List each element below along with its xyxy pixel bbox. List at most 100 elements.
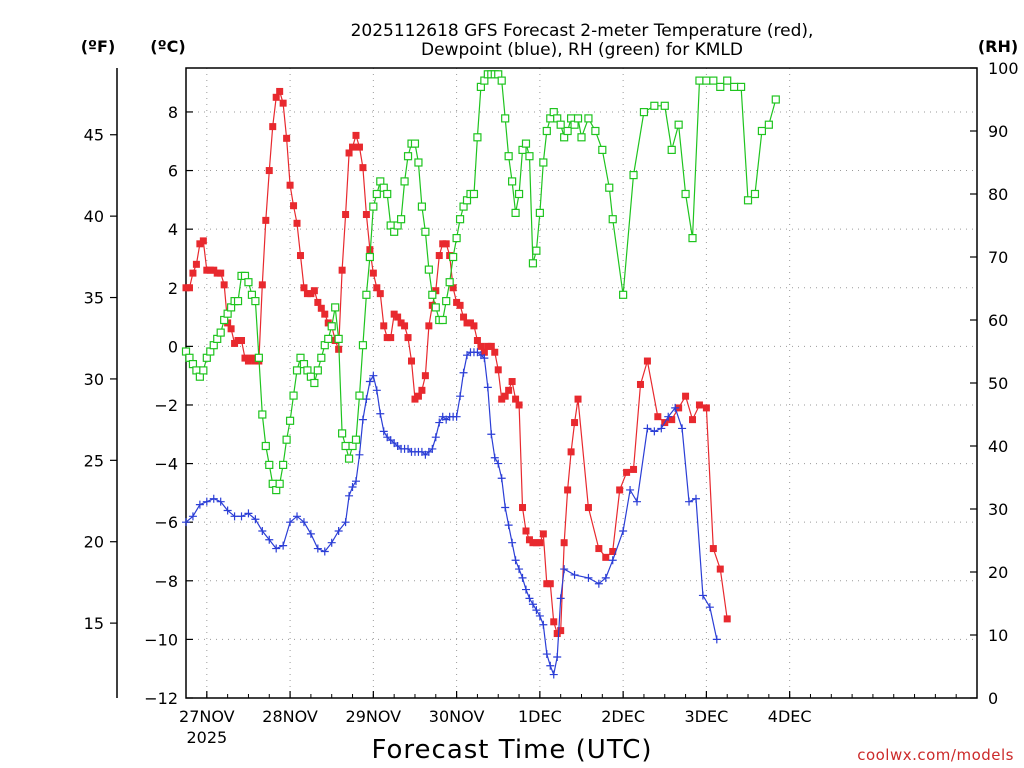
rh-point — [730, 82, 739, 92]
rh-point — [563, 126, 572, 136]
dewpoint-point — [626, 485, 635, 494]
rh-point — [310, 378, 319, 388]
rh-point — [410, 139, 420, 148]
rh-point — [504, 152, 513, 161]
temperature-point — [345, 149, 353, 157]
temperature-point — [595, 545, 603, 553]
temperature-point — [189, 269, 197, 277]
temperature-point — [238, 337, 246, 345]
dewpoint-point — [497, 474, 506, 483]
dewpoint-point — [379, 427, 388, 436]
dewpoint-point — [195, 500, 204, 509]
rh-point — [702, 76, 711, 85]
rh-point — [681, 189, 690, 199]
rh-point — [279, 460, 288, 469]
temperature-point — [418, 386, 426, 394]
temperature-point — [494, 366, 502, 374]
rh-point — [289, 391, 298, 400]
rh-point — [660, 101, 669, 110]
rh-point — [639, 107, 649, 117]
dewpoint-point — [490, 453, 499, 462]
rh-point — [362, 290, 371, 299]
time-tick-label: 4DEC — [768, 707, 812, 726]
dewpoint-point — [358, 415, 367, 424]
rh-point — [497, 76, 506, 85]
rh-point — [452, 234, 461, 243]
rh-point — [261, 441, 270, 451]
rh-point — [324, 334, 333, 343]
rh-point — [688, 234, 697, 243]
rh-point — [254, 353, 263, 362]
temperature-point — [227, 325, 235, 333]
time-tick-label: 30NOV — [429, 707, 485, 726]
temperature-point — [460, 313, 468, 321]
temperature-point — [449, 284, 457, 292]
temperature-point — [723, 615, 731, 623]
temperature-point — [258, 281, 266, 289]
dewpoint-point — [216, 497, 225, 506]
series-rh — [181, 70, 780, 495]
rh-point — [619, 290, 628, 299]
rh-tick-label: 20 — [988, 563, 1008, 582]
dewpoint-point — [691, 494, 700, 503]
temperature-point — [283, 134, 291, 142]
rh-point — [521, 139, 531, 148]
temperature-point — [435, 252, 443, 260]
dewpoint-point — [560, 565, 569, 574]
temperature-point — [584, 504, 592, 512]
rh-point — [674, 120, 683, 129]
rh-point — [428, 290, 437, 299]
rh-point — [528, 259, 538, 268]
dewpoint-point — [355, 450, 364, 459]
celsius-tick-label: 0 — [168, 337, 178, 356]
temperature-point — [262, 216, 270, 224]
dewpoint-point — [306, 529, 315, 538]
temperature-point — [630, 465, 638, 473]
temperature-point — [355, 143, 363, 151]
temperature-point — [519, 504, 527, 512]
rh-tick-label: 70 — [988, 248, 1008, 267]
rh-point — [514, 189, 524, 199]
rh-point — [584, 114, 593, 123]
dewpoint-point — [584, 573, 593, 582]
dewpoint-point — [341, 518, 350, 527]
dewpoint-point — [376, 409, 385, 418]
temperature-point — [574, 395, 582, 403]
dewpoint-point — [293, 512, 302, 521]
temperature-point — [373, 284, 381, 292]
rh-point — [473, 133, 482, 142]
time-tick-label: 2DEC — [601, 707, 645, 726]
celsius-tick-label: 2 — [168, 279, 178, 298]
rh-point — [344, 454, 354, 463]
temperature-point — [192, 260, 200, 268]
dewpoint-point — [504, 521, 513, 530]
dewpoint-point — [494, 459, 503, 468]
temperature-point — [359, 164, 367, 172]
dewpoint-point — [594, 579, 603, 588]
rh-point — [501, 114, 510, 123]
temperature-point — [404, 334, 412, 342]
rh-tick-label: 80 — [988, 185, 1008, 204]
temperature-point — [689, 416, 697, 424]
rh-point — [598, 145, 607, 154]
rh-point — [251, 297, 260, 306]
rh-point — [539, 158, 548, 167]
series-line — [185, 351, 718, 677]
temperature-point — [695, 401, 703, 409]
rh-point — [292, 366, 302, 375]
temperature-point — [716, 565, 724, 573]
fahrenheit-axis: 45 40 35 30 25 20 15 — [84, 126, 117, 633]
rh-tick-label: 90 — [988, 122, 1008, 141]
temperature-point — [567, 448, 575, 456]
rh-point — [511, 208, 520, 217]
temperature-point — [682, 392, 690, 400]
temperature-point — [602, 553, 610, 561]
temperature-point — [512, 395, 520, 403]
rh-point — [750, 189, 760, 199]
temperature-point — [220, 281, 228, 289]
temperature-point — [380, 322, 388, 330]
dewpoint-point — [362, 395, 371, 404]
rh-point — [723, 76, 732, 85]
celsius-tick-label: −4 — [154, 455, 178, 474]
